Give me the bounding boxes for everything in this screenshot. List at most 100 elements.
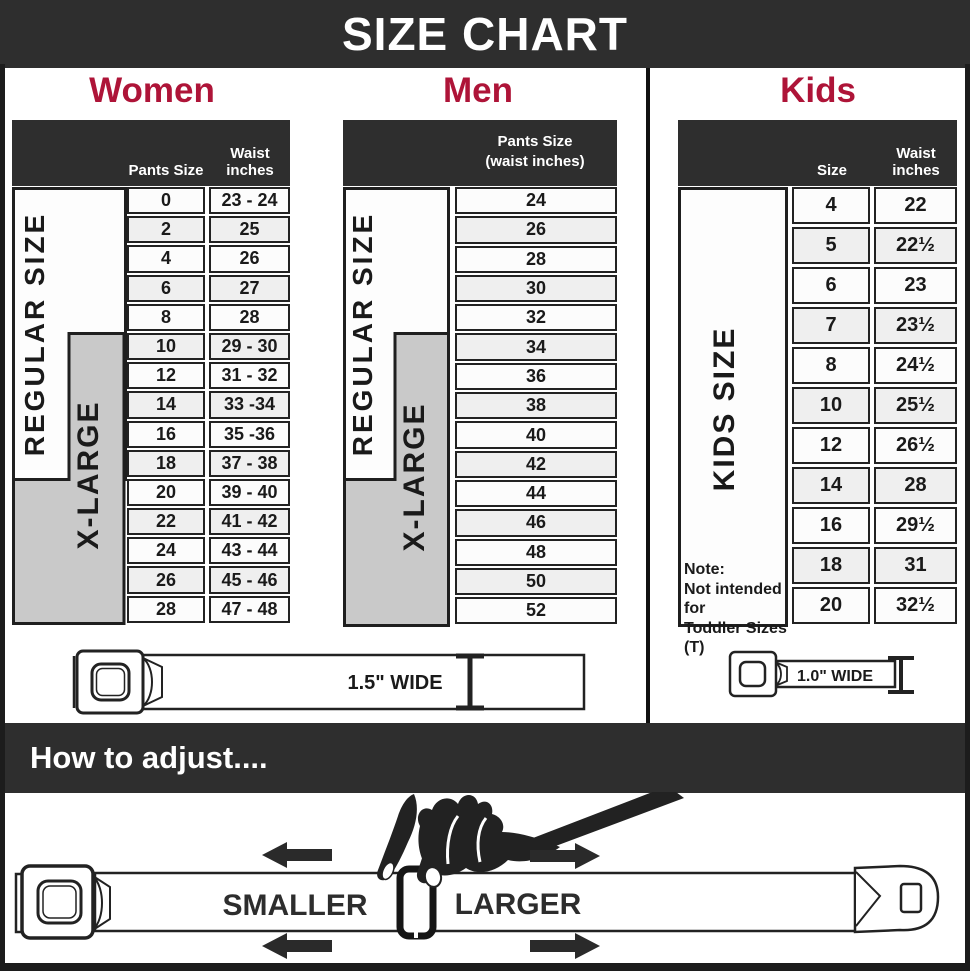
women-table-row: 4 26	[127, 245, 290, 273]
men-pants-size-cell: 38	[455, 392, 617, 420]
women-table-row: 6 27	[127, 274, 290, 302]
women-table-row: 16 35 -36	[127, 420, 290, 448]
kids-belt-graphic: 1.0" WIDE	[728, 650, 914, 698]
larger-label: LARGER	[455, 888, 582, 921]
men-pants-size-cell: 26	[455, 216, 617, 244]
women-table-row: 2 25	[127, 216, 290, 244]
kids-size-cell: 5	[792, 227, 870, 264]
belt-width-label: 1.5" WIDE	[347, 672, 442, 694]
women-table-row: 24 43 - 44	[127, 537, 290, 565]
women-pants-size-cell: 8	[127, 303, 205, 331]
men-table-row: 40	[455, 421, 617, 449]
seatbelt-buckle-icon	[14, 864, 111, 940]
frame-border-bottom	[0, 963, 970, 971]
men-regular-size-label: REGULAR SIZE	[347, 212, 378, 456]
men-pants-size-cell: 34	[455, 333, 617, 361]
men-pants-size-cell: 50	[455, 567, 617, 596]
women-waist-cell: 27	[209, 274, 290, 302]
kids-waist-cell: 25½	[874, 387, 957, 424]
kids-note-line1: Note:	[684, 561, 725, 578]
kids-size-table: 4 22 5 22½ 6 23 7 23½ 8 24½	[792, 187, 957, 627]
women-waist-cell: 35 -36	[209, 420, 290, 448]
women-pants-size-cell: 4	[127, 245, 205, 273]
women-waist-cell: 37 - 38	[209, 449, 290, 477]
kids-table-row: 20 32½	[792, 587, 957, 624]
women-pants-size-cell: 22	[127, 508, 205, 536]
men-table-row: 48	[455, 538, 617, 566]
women-waist-cell: 33 -34	[209, 391, 290, 419]
men-pants-size-cell: 24	[455, 187, 617, 215]
women-waist-header: Waist inches	[226, 144, 274, 180]
women-waist-cell: 29 - 30	[209, 332, 290, 361]
men-table-row: 34	[455, 333, 617, 361]
arrow-left-icon	[262, 933, 332, 959]
kids-waist-cell: 31	[874, 547, 957, 584]
men-size-group-labels: REGULAR SIZE X-LARGE	[343, 187, 450, 627]
kids-waist-cell: 32½	[874, 587, 957, 624]
women-pants-size-cell: 2	[127, 216, 205, 244]
men-table-row: 36	[455, 362, 617, 391]
belt-strap	[141, 653, 586, 711]
men-section-title: Men	[443, 71, 513, 110]
kids-size-label: KIDS SIZE	[708, 327, 741, 492]
men-xlarge-box	[343, 332, 450, 627]
women-men-belt-graphic: 1.5" WIDE	[72, 649, 586, 715]
men-pants-size-cell: 48	[455, 538, 617, 566]
women-regular-size-label: REGULAR SIZE	[19, 212, 50, 456]
men-xlarge-label: X-LARGE	[398, 403, 431, 552]
women-pants-size-cell: 10	[127, 332, 205, 361]
men-table-row: 24	[455, 187, 617, 215]
men-pants-size-cell: 40	[455, 421, 617, 449]
kids-size-cell: 6	[792, 267, 870, 304]
women-pants-size-cell: 0	[127, 187, 205, 215]
men-table-row: 52	[455, 597, 617, 625]
kids-size-cell: 7	[792, 307, 870, 344]
kids-table-header: Size Waist inches	[678, 120, 957, 186]
kids-note-line2: Not intended for	[684, 580, 782, 618]
kids-size-group-labels: KIDS SIZE	[678, 187, 788, 627]
women-pants-size-cell: 24	[127, 537, 205, 565]
hand-icon	[377, 794, 560, 888]
men-size-table: 24 26 28 30 32 34 36	[455, 187, 617, 626]
women-xlarge-box	[12, 332, 126, 625]
women-table-row: 8 28	[127, 303, 290, 331]
women-table-row: 22 41 - 42	[127, 508, 290, 536]
frame-border-right	[965, 64, 970, 971]
frame-border-left	[0, 64, 5, 971]
men-pants-size-cell: 32	[455, 304, 617, 332]
women-waist-cell: 31 - 32	[209, 362, 290, 390]
kids-table-row: 16 29½	[792, 507, 957, 544]
men-table-row: 42	[455, 450, 617, 478]
belt-slider	[396, 865, 437, 940]
kids-size-cell: 14	[792, 467, 870, 504]
fingernail-detail	[423, 866, 443, 888]
kids-size-box	[678, 187, 788, 627]
kids-note: Note: Not intended for Toddler Sizes (T)	[684, 560, 788, 658]
women-table-row: 10 29 - 30	[127, 332, 290, 361]
smaller-label: SMALLER	[223, 889, 368, 922]
kids-table-row: 18 31	[792, 547, 957, 584]
kids-table-row: 12 26½	[792, 427, 957, 464]
kids-size-header: Size	[816, 162, 847, 180]
women-xlarge-label: X-LARGE	[72, 401, 105, 550]
women-waist-cell: 26	[209, 245, 290, 273]
kids-waist-cell: 22½	[874, 227, 957, 264]
women-table-row: 12 31 - 32	[127, 362, 290, 390]
men-pants-size-cell: 46	[455, 509, 617, 537]
kids-waist-cell: 29½	[874, 507, 957, 544]
width-measure-icon	[888, 656, 914, 694]
men-pants-size-header: Pants Size (waist inches)	[485, 133, 585, 171]
men-table-row: 38	[455, 392, 617, 420]
women-waist-cell: 47 - 48	[209, 595, 290, 623]
belt-width-label: 1.0" WIDE	[797, 668, 873, 685]
men-table-row: 28	[455, 245, 617, 273]
men-table-row: 30	[455, 274, 617, 303]
women-pants-size-cell: 16	[127, 420, 205, 448]
belt-adjustment-illustration: SMALLER LARGER	[14, 792, 940, 959]
kids-waist-cell: 23½	[874, 307, 957, 344]
men-pants-size-cell: 30	[455, 274, 617, 303]
seatbelt-buckle-icon	[72, 649, 163, 715]
women-table-row: 26 45 - 46	[127, 566, 290, 594]
women-waist-cell: 28	[209, 303, 290, 331]
